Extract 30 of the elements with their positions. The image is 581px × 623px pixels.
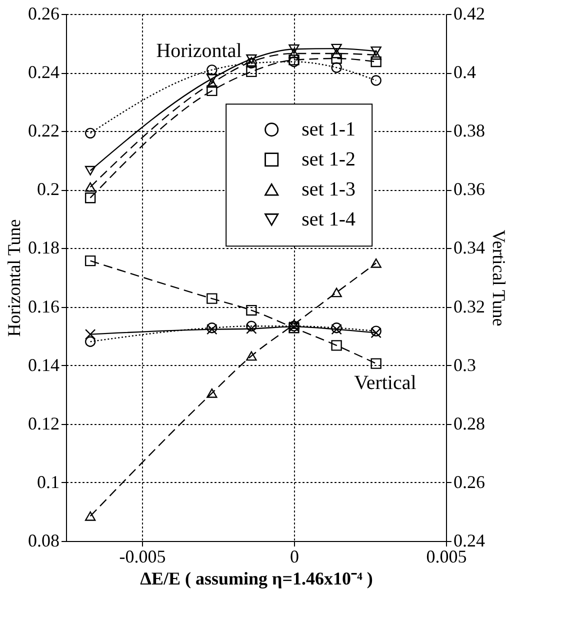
y-axis-title: Horizontal Tune bbox=[4, 219, 24, 337]
y-tick-label: 0.08 bbox=[28, 530, 60, 550]
y-tick-label: 0.18 bbox=[28, 238, 60, 258]
y2-tick-label: 0.38 bbox=[454, 120, 485, 141]
y2-tick-label: 0.36 bbox=[454, 179, 485, 200]
legend-label: set 1-3 bbox=[302, 178, 356, 201]
y-tick-label: 0.24 bbox=[28, 62, 60, 82]
y2-tick-label: 0.32 bbox=[454, 296, 485, 316]
y-tick-label: 0.26 bbox=[28, 4, 60, 24]
y2-tick-label: 0.4 bbox=[454, 62, 476, 82]
y-tick-label: 0.14 bbox=[28, 354, 60, 375]
legend-label: set 1-4 bbox=[302, 208, 356, 231]
x-axis-title: ΔE/E ( assuming η=1.46x10⁻⁴ ) bbox=[140, 568, 373, 588]
annotation: Vertical bbox=[354, 372, 417, 394]
x-tick-label: 0 bbox=[290, 546, 299, 566]
y2-tick-label: 0.3 bbox=[454, 354, 476, 375]
y-tick-label: 0.22 bbox=[28, 120, 60, 141]
y2-axis-title: Vertical Tune bbox=[489, 230, 509, 326]
y2-tick-label: 0.34 bbox=[454, 238, 485, 258]
x-tick-label: -0.005 bbox=[119, 546, 166, 566]
y-tick-label: 0.12 bbox=[28, 413, 60, 434]
y-tick-label: 0.2 bbox=[37, 179, 60, 200]
y-tick-label: 0.16 bbox=[28, 296, 60, 316]
y-tick-label: 0.1 bbox=[37, 472, 60, 492]
legend-label: set 1-1 bbox=[302, 118, 356, 141]
y2-tick-label: 0.28 bbox=[454, 413, 485, 434]
y2-tick-label: 0.26 bbox=[454, 472, 485, 492]
annotation: Horizontal bbox=[156, 40, 242, 62]
legend-label: set 1-2 bbox=[302, 148, 356, 171]
y2-tick-label: 0.42 bbox=[454, 4, 485, 24]
